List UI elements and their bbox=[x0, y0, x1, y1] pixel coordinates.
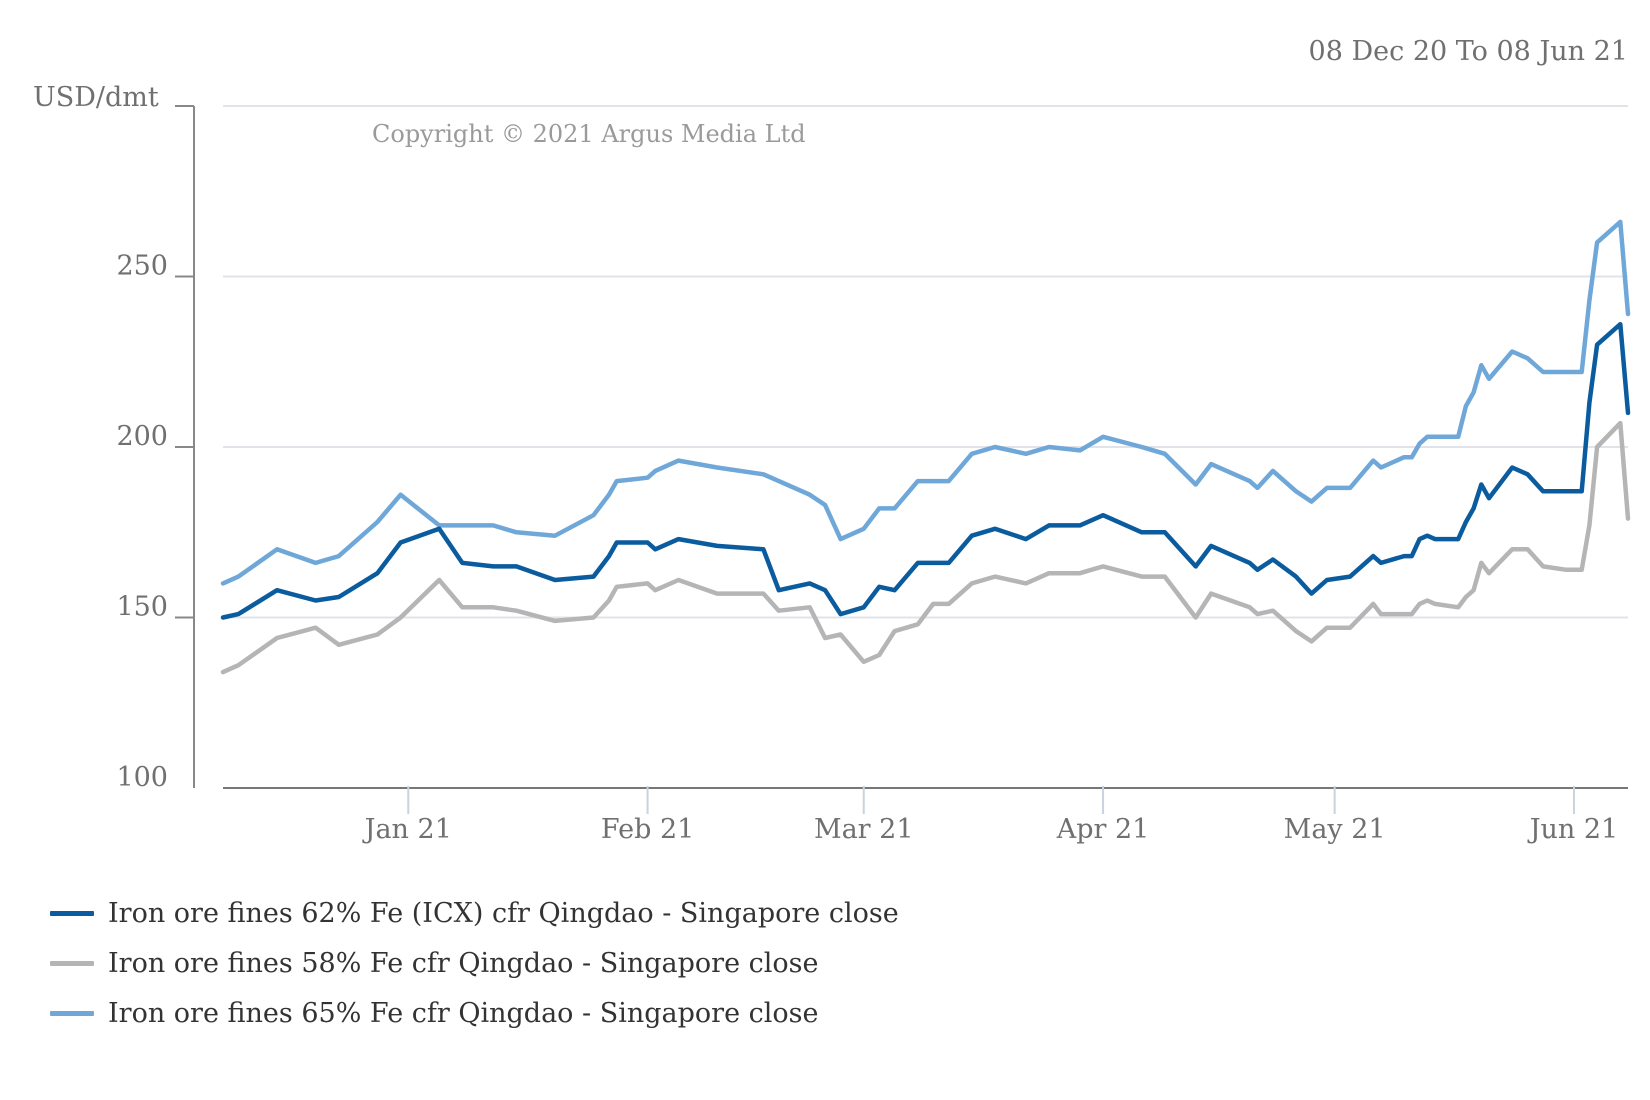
x-tick-label: Feb 21 bbox=[601, 814, 694, 845]
copyright-notice: Copyright © 2021 Argus Media Ltd bbox=[372, 120, 806, 148]
y-tick-label: 150 bbox=[116, 592, 168, 623]
series-lines bbox=[220, 219, 1631, 675]
legend-swatch-65-fe bbox=[50, 1010, 94, 1016]
x-tick-label: Apr 21 bbox=[1056, 814, 1150, 845]
x-tick-label: May 21 bbox=[1284, 814, 1386, 845]
legend-swatch-58-fe bbox=[50, 960, 94, 966]
gridlines bbox=[223, 105, 1628, 619]
legend-label-58-fe: Iron ore fines 58% Fe cfr Qingdao - Sing… bbox=[108, 947, 819, 979]
y-axis-unit-label: USD/dmt bbox=[33, 82, 159, 113]
legend-item-65-fe: Iron ore fines 65% Fe cfr Qingdao - Sing… bbox=[50, 988, 899, 1038]
legend-label-65-fe: Iron ore fines 65% Fe cfr Qingdao - Sing… bbox=[108, 997, 819, 1029]
y-axis-ticks: 100 150 200 250 bbox=[116, 105, 194, 793]
series-line-0 bbox=[220, 321, 1631, 620]
x-axis-ticks: Jan 21 Feb 21 Mar 21 Apr 21 May 21 Jun 21 bbox=[362, 786, 1619, 845]
x-tick-label: Mar 21 bbox=[814, 814, 914, 845]
x-tick-label: Jan 21 bbox=[362, 814, 452, 845]
legend-item-58-fe: Iron ore fines 58% Fe cfr Qingdao - Sing… bbox=[50, 938, 899, 988]
x-tick-label: Jun 21 bbox=[1527, 814, 1619, 845]
y-tick-label: 250 bbox=[116, 251, 168, 282]
legend-item-62-fe: Iron ore fines 62% Fe (ICX) cfr Qingdao … bbox=[50, 888, 899, 938]
legend-label-62-fe: Iron ore fines 62% Fe (ICX) cfr Qingdao … bbox=[108, 897, 899, 929]
legend-swatch-62-fe bbox=[50, 910, 94, 916]
date-range-label: 08 Dec 20 To 08 Jun 21 bbox=[1309, 36, 1628, 67]
y-tick-label: 100 bbox=[116, 762, 168, 793]
series-line-2 bbox=[220, 219, 1631, 586]
legend: Iron ore fines 62% Fe (ICX) cfr Qingdao … bbox=[50, 888, 899, 1038]
series-line-1 bbox=[220, 420, 1631, 675]
y-tick-label: 200 bbox=[116, 421, 168, 452]
